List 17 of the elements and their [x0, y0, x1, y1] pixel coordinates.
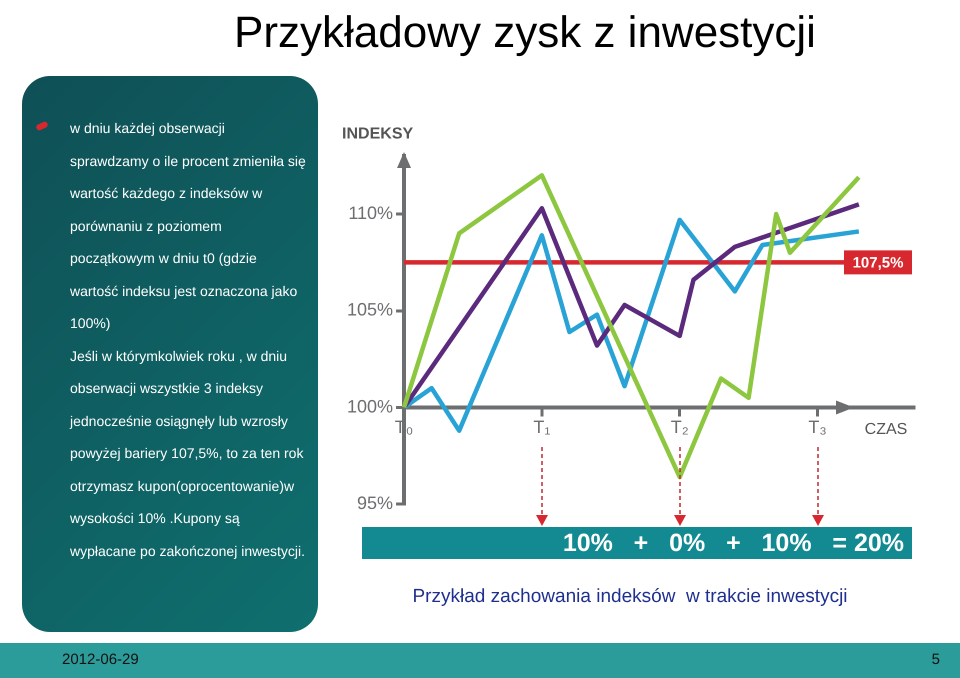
x-tick-label: T₃ — [808, 417, 827, 438]
x-tick-label: T₂ — [670, 417, 689, 438]
x-tick-label: T₁ — [533, 417, 550, 438]
text: w dniu każdej obserwacji sprawdzamy o ile procent zmieniła się wartość każdego z indeksów w porównaniu z poziomem początkowym w dniu t0 (gdzie wartość indeksu jest oznaczona jako 100%) — [70, 119, 306, 333]
text: Jeśli w którymkolwiek roku , w dniu obserwacji wszystkie 3 indeksy jednocześnie osiągnęły lub wzrosły powyżej bariery 107,5%, to za ten rok otrzymasz kupon(oprocentowanie)w wysokości 10% .Kupony są wypłacane po zakończonej inwestycji. — [70, 346, 306, 561]
text: 10% + 0% + 10% = 20% — [362, 527, 912, 559]
text: 2012-06-29 — [62, 651, 139, 668]
y-tick-label: 110% — [348, 203, 394, 223]
chart-title: Przykładowy zysk z inwestycji — [233, 8, 817, 58]
text: 5 — [932, 651, 940, 668]
y-tick-label: 100% — [346, 396, 394, 416]
ref-line-label: 107,5% — [852, 254, 904, 272]
x-axis-title: CZAS — [864, 420, 908, 438]
y-axis-title: INDEKSY — [342, 125, 414, 142]
y-tick-label: 95% — [357, 493, 394, 514]
text: Przykład zachowania indeksów w trakcie inwestycji — [411, 586, 849, 608]
y-tick-label: 105% — [346, 300, 394, 320]
